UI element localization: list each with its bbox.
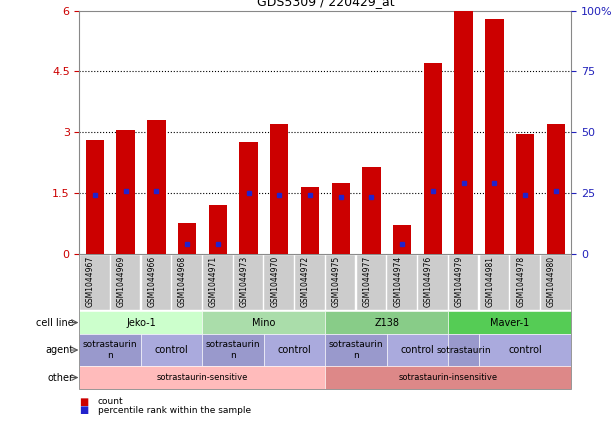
Bar [270,124,288,254]
Text: GSM1044981: GSM1044981 [485,256,494,307]
Text: GSM1044972: GSM1044972 [301,256,310,307]
Text: Maver-1: Maver-1 [490,318,529,327]
Bar [332,183,350,254]
Text: GSM1044979: GSM1044979 [455,256,464,307]
Text: GSM1044975: GSM1044975 [332,256,341,307]
Text: sotrastaurin
n: sotrastaurin n [206,341,260,360]
Bar [485,19,503,254]
Text: GSM1044969: GSM1044969 [117,256,125,307]
Text: ■: ■ [79,405,89,415]
Text: GSM1044976: GSM1044976 [424,256,433,307]
Text: GSM1044971: GSM1044971 [209,256,218,307]
Text: sotrastaurin
n: sotrastaurin n [83,341,137,360]
Bar [116,130,135,254]
Bar [240,142,258,254]
Text: GSM1044967: GSM1044967 [86,256,95,307]
Bar [393,225,411,254]
Text: GSM1044980: GSM1044980 [547,256,556,307]
Bar [301,187,319,254]
Bar [208,205,227,254]
Text: sotrastaurin
n: sotrastaurin n [329,341,384,360]
Text: control: control [508,345,542,355]
Text: GSM1044970: GSM1044970 [270,256,279,307]
Text: GSM1044978: GSM1044978 [516,256,525,307]
Text: agent: agent [45,345,73,355]
Text: sotrastaurin: sotrastaurin [436,346,491,354]
Text: GSM1044968: GSM1044968 [178,256,187,307]
Text: cell line: cell line [35,318,73,327]
Text: control: control [401,345,434,355]
Text: ■: ■ [79,397,89,407]
Text: Z138: Z138 [375,318,400,327]
Text: GSM1044977: GSM1044977 [362,256,371,307]
Text: GDS5309 / 220429_at: GDS5309 / 220429_at [257,0,394,8]
Text: GSM1044973: GSM1044973 [240,256,249,307]
Text: control: control [155,345,189,355]
Text: sotrastaurin-insensitive: sotrastaurin-insensitive [399,373,498,382]
Text: control: control [278,345,312,355]
Text: GSM1044966: GSM1044966 [147,256,156,307]
Text: count: count [98,397,123,407]
Text: Mino: Mino [252,318,276,327]
Text: GSM1044974: GSM1044974 [393,256,402,307]
Bar [147,120,166,254]
Text: Jeko-1: Jeko-1 [126,318,156,327]
Bar [455,11,473,254]
Bar [516,134,535,254]
Text: percentile rank within the sample: percentile rank within the sample [98,406,251,415]
Bar [362,167,381,254]
Bar [86,140,104,254]
Text: other: other [47,373,73,382]
Bar [547,124,565,254]
Bar [424,63,442,254]
Bar [178,223,196,254]
Text: sotrastaurin-sensitive: sotrastaurin-sensitive [156,373,248,382]
